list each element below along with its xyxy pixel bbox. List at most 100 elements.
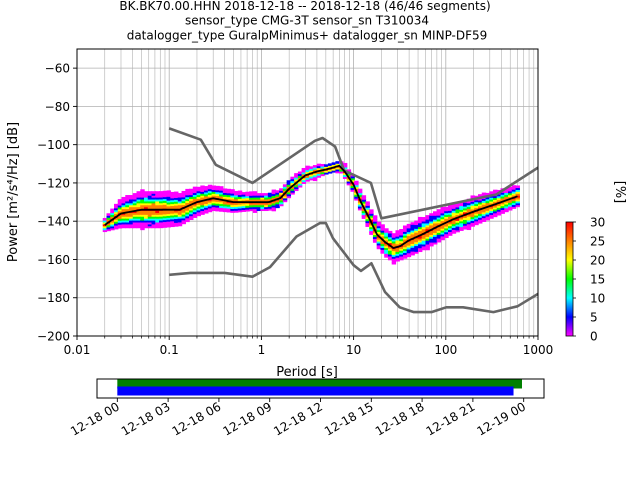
density-cell <box>106 224 111 228</box>
density-cell <box>192 213 198 217</box>
density-cell <box>144 225 149 229</box>
density-cell <box>432 211 438 214</box>
density-cell <box>459 218 464 222</box>
y-axis-label: Power [m²/s⁴/Hz] [dB] <box>6 122 21 262</box>
density-cell <box>432 236 438 239</box>
density-cell <box>402 248 408 252</box>
density-cell <box>504 203 509 207</box>
density-cell <box>447 231 453 234</box>
density-cell <box>140 223 145 227</box>
density-cell <box>237 190 243 194</box>
density-cell <box>260 196 265 200</box>
density-cell <box>110 221 115 225</box>
density-cell <box>436 232 442 235</box>
density-cell <box>372 234 378 238</box>
density-cell <box>481 213 487 217</box>
density-cell <box>166 203 171 207</box>
density-cell <box>384 255 389 258</box>
density-cell <box>493 189 498 193</box>
density-cell <box>436 218 442 222</box>
density-cell <box>129 204 134 208</box>
density-cell <box>219 209 224 212</box>
density-cell <box>376 221 382 225</box>
density-cell <box>425 245 430 249</box>
density-cell <box>372 238 378 241</box>
y-tick-label: −200 <box>37 330 70 344</box>
x-axis-label: Period [s] <box>276 365 338 380</box>
density-cell <box>234 206 239 209</box>
density-cell <box>369 218 374 222</box>
density-cell <box>309 173 314 177</box>
density-cell <box>132 221 138 225</box>
timeline-tick-label: 12-18 18 <box>373 399 427 438</box>
density-cell <box>219 191 224 195</box>
density-cell <box>357 194 363 198</box>
density-cell <box>406 235 412 238</box>
density-cell <box>140 204 145 208</box>
density-cell <box>372 221 378 224</box>
density-cell <box>192 196 198 199</box>
density-cell <box>249 191 254 194</box>
density-cell <box>515 189 520 192</box>
density-cell <box>140 219 145 223</box>
density-cell <box>365 218 370 222</box>
density-cell <box>339 168 344 172</box>
density-cell <box>511 190 517 194</box>
density-cell <box>222 198 228 201</box>
density-cell <box>162 221 168 224</box>
density-cell <box>324 170 329 173</box>
density-cell <box>166 209 171 213</box>
density-cell <box>432 241 438 245</box>
density-cell <box>196 192 201 196</box>
density-cell <box>155 191 160 194</box>
density-cell <box>147 210 153 213</box>
colorbar-ticks: 0 5 10 15 20 25 30 <box>573 216 605 344</box>
density-cell <box>511 202 517 206</box>
density-cell <box>429 220 434 224</box>
density-cell <box>391 259 397 263</box>
density-cell <box>147 206 153 210</box>
density-cell <box>451 213 457 217</box>
density-cell <box>395 251 400 254</box>
density-cell <box>241 197 247 201</box>
density-cell <box>125 204 130 208</box>
density-cell <box>504 207 509 211</box>
density-cell <box>162 200 168 203</box>
density-cell <box>140 212 145 215</box>
density-cell <box>174 216 179 220</box>
density-cell <box>447 225 453 229</box>
density-cell <box>241 192 247 195</box>
density-cell <box>361 202 367 206</box>
density-cell <box>110 227 115 231</box>
density-cell <box>511 187 517 190</box>
density-cell <box>185 208 190 211</box>
density-cell <box>421 236 427 239</box>
density-cell <box>447 233 453 236</box>
density-cell <box>402 235 408 238</box>
density-cell <box>432 238 438 241</box>
density-cell <box>185 215 190 219</box>
density-cell <box>170 222 175 226</box>
density-cell <box>121 217 126 221</box>
density-cell <box>144 206 149 210</box>
density-cell <box>207 188 213 192</box>
density-cell <box>144 193 149 196</box>
density-cell <box>425 241 430 245</box>
density-cell <box>125 216 130 219</box>
density-cell <box>140 200 145 204</box>
density-cell <box>114 205 119 209</box>
density-cell <box>463 207 468 211</box>
density-cell <box>410 239 415 243</box>
density-cell <box>234 190 239 194</box>
density-cell <box>144 202 149 206</box>
density-cell <box>489 202 494 206</box>
density-cell <box>181 213 186 217</box>
density-cell <box>414 222 419 226</box>
density-cell <box>159 196 164 200</box>
density-cell <box>237 205 243 209</box>
density-cell <box>117 208 123 212</box>
density-cell <box>417 230 423 233</box>
density-cell <box>151 217 156 221</box>
density-cell <box>222 209 228 213</box>
density-cell <box>391 233 397 236</box>
